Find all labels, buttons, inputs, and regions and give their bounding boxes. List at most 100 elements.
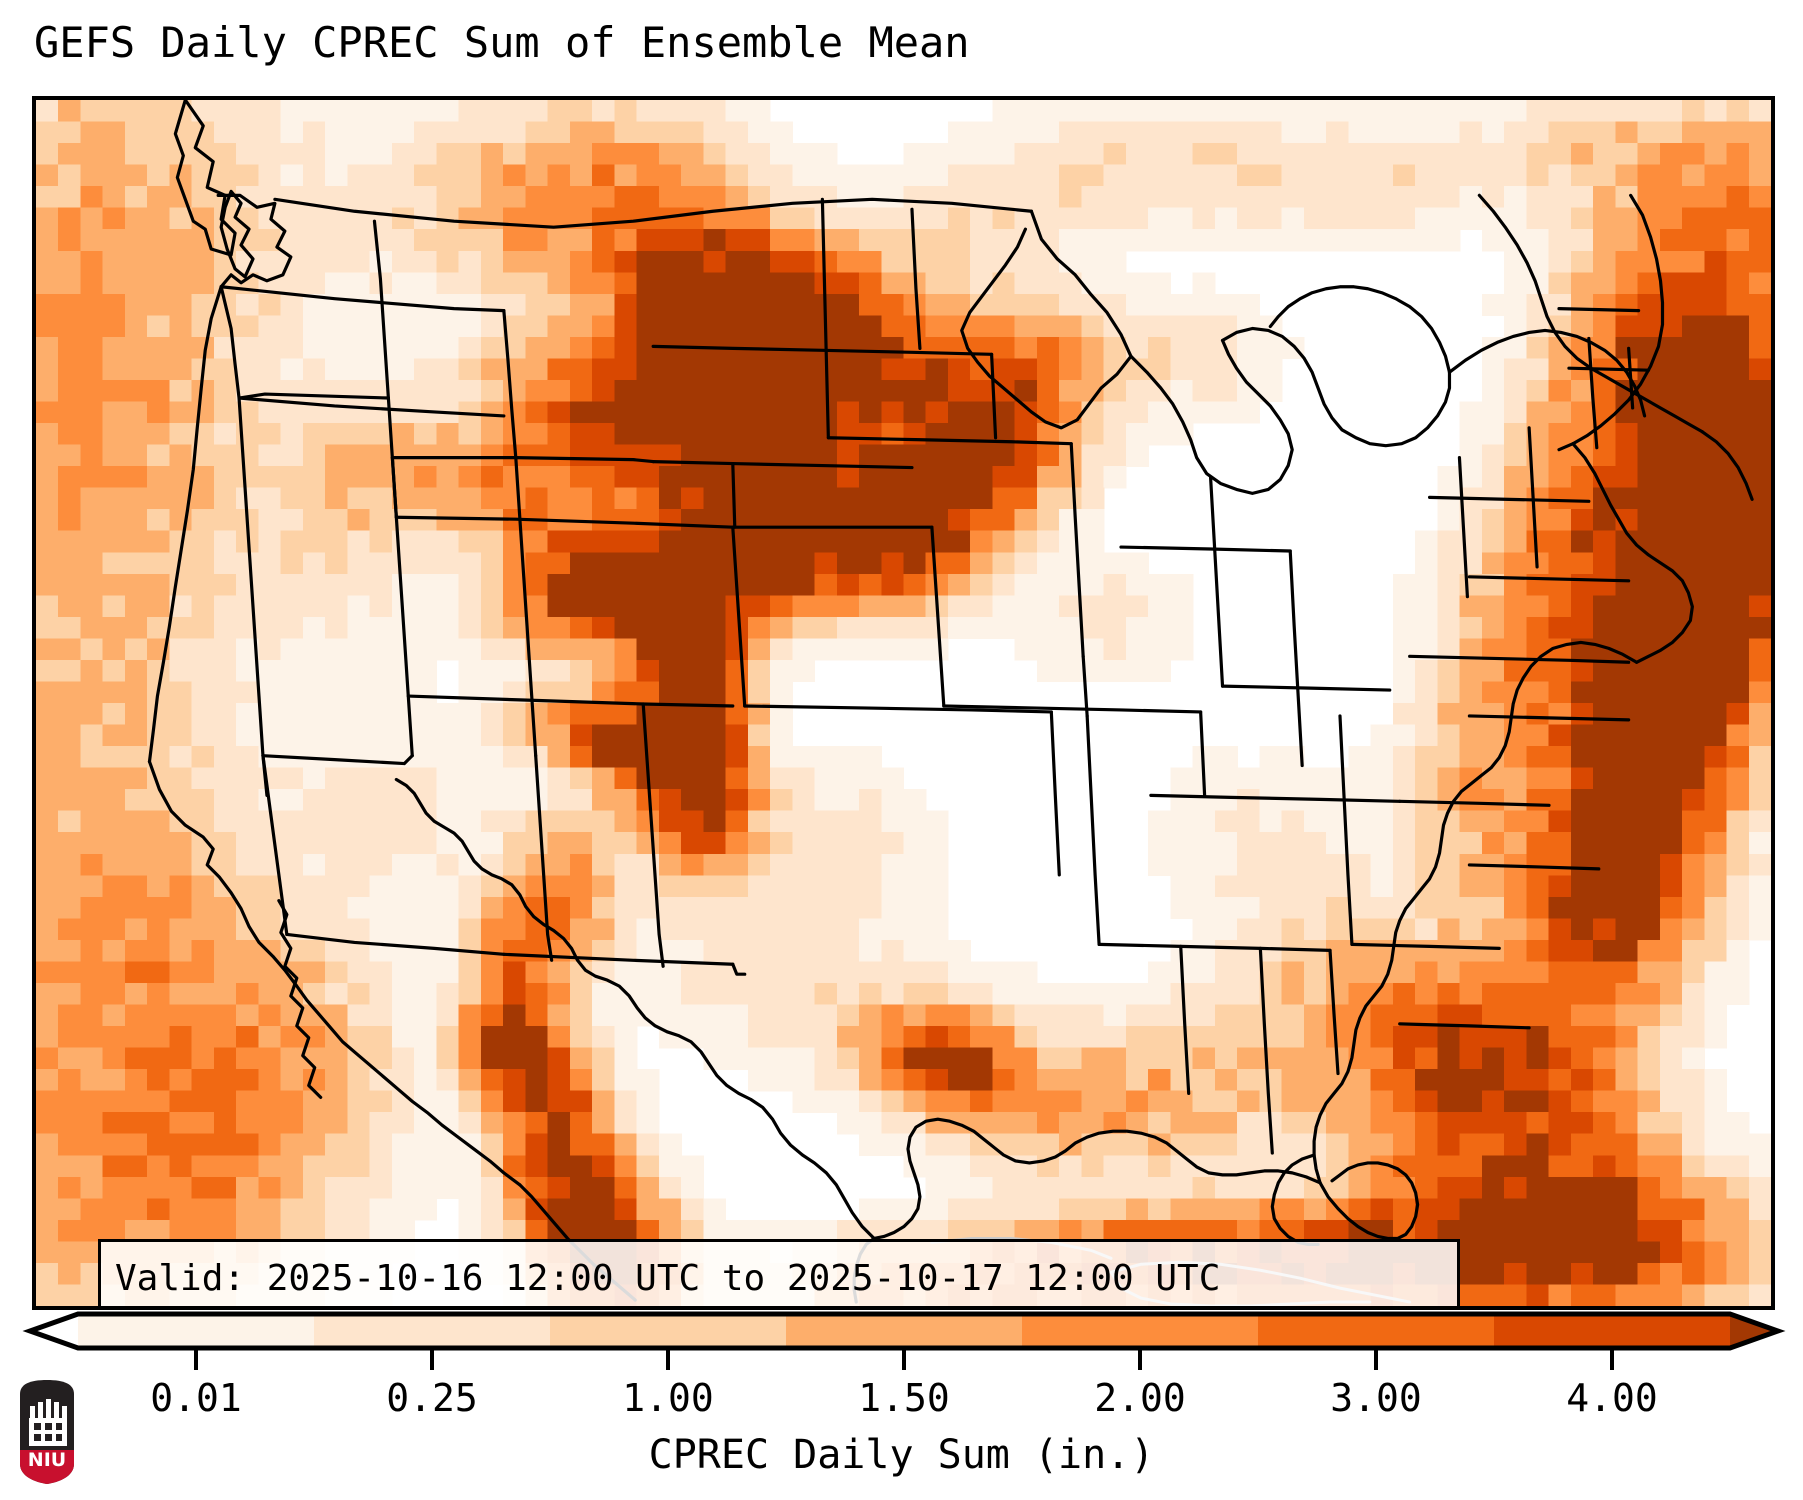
geo-outline: [502, 309, 518, 460]
geo-outline: [390, 456, 655, 464]
geo-outline: [1398, 799, 1551, 807]
geo-outline: [261, 754, 289, 937]
geo-outline: [1627, 346, 1635, 410]
geo-outline: [1097, 942, 1332, 952]
colorbar-under-arrow: [30, 1314, 78, 1348]
colorbar-tick-label: 1.50: [858, 1376, 950, 1420]
geo-outline: [942, 704, 1203, 714]
geo-outline: [1477, 193, 1704, 434]
geo-outline: [147, 760, 522, 1187]
geo-outline: [1149, 793, 1402, 803]
page-title: GEFS Daily CPREC Sum of Ensemble Mean: [34, 18, 970, 67]
geo-outline: [1567, 366, 1651, 372]
colorbar-tick-label: 0.25: [386, 1376, 478, 1420]
geo-outline: [219, 285, 506, 313]
geo-outline: [514, 456, 538, 758]
niu-logo: NIU: [20, 1380, 74, 1484]
geo-outline: [1350, 942, 1501, 950]
geo-outline: [872, 1117, 1322, 1241]
geo-outline: [1258, 946, 1274, 1155]
geo-outline: [641, 702, 665, 968]
colorbar-outline: [22, 1311, 1786, 1351]
geo-outline: [826, 436, 1073, 446]
geo-outline: [1398, 1022, 1531, 1030]
geo-outline: [820, 197, 830, 440]
geo-outline: [237, 392, 390, 400]
geo-outline: [1119, 545, 1292, 553]
geo-outline: [1199, 710, 1207, 797]
geo-outline: [1557, 307, 1641, 313]
colorbar-band: [314, 1314, 551, 1348]
geo-outline: [216, 193, 293, 289]
geo-outline: [219, 285, 241, 400]
geo-outline: [394, 515, 735, 529]
geo-outline: [910, 207, 922, 350]
colorbar-bands: [22, 1311, 1786, 1351]
geo-outline: [1179, 944, 1191, 1095]
geo-outline: [1220, 285, 1452, 448]
geo-outline: [1318, 1161, 1420, 1241]
geo-outline: [1338, 714, 1354, 946]
map-panel: Valid: 2025-10-16 12:00 UTC to 2025-10-1…: [32, 96, 1775, 1310]
precipitation-map: [36, 100, 1771, 1306]
geo-outline: [930, 525, 946, 708]
geo-outline: [1427, 495, 1591, 503]
colorbar-tick-label: 0.01: [150, 1376, 242, 1420]
geo-outline: [394, 777, 876, 1241]
geo-outline: [651, 344, 994, 356]
geo-outline: [390, 456, 414, 758]
geo-outline: [261, 754, 414, 766]
geo-outline: [960, 209, 1133, 430]
geo-outline: [406, 694, 735, 708]
geo-outline: [273, 197, 1034, 229]
colorbar-over-arrow: [1730, 1314, 1778, 1348]
geo-outline: [1587, 336, 1599, 450]
colorbar-band: [1494, 1314, 1731, 1348]
geo-outline: [1312, 640, 1639, 1185]
geo-outline: [237, 396, 269, 797]
geo-outline: [1467, 863, 1601, 871]
colorbar-ticks: [194, 1348, 1614, 1370]
colorbar-band: [78, 1314, 315, 1348]
geo-outline: [731, 525, 747, 708]
geo-outline: [1220, 684, 1392, 692]
colorbar-tick-label: 2.00: [1094, 1376, 1186, 1420]
geo-outline: [502, 952, 735, 966]
geo-outline: [1081, 654, 1089, 718]
colorbar-tick-labels: 0.010.251.001.502.003.004.005.00: [0, 1376, 1803, 1432]
geo-outline: [219, 189, 255, 279]
geo-outline: [1557, 193, 1665, 452]
geo-outline: [1700, 430, 1754, 501]
valid-time-text: Valid: 2025-10-16 12:00 UTC to 2025-10-1…: [115, 1258, 1221, 1299]
geo-outline: [743, 704, 1053, 714]
geo-outline: [651, 460, 914, 470]
colorbar-tick-label: 3.00: [1330, 1376, 1422, 1420]
geo-outline: [1571, 442, 1694, 664]
colorbar[interactable]: [0, 1300, 1803, 1420]
geo-outline: [1069, 442, 1085, 658]
geo-outline: [1049, 710, 1061, 877]
colorbar-tick-label: 4.00: [1566, 1376, 1658, 1420]
geo-outline: [534, 754, 554, 962]
geo-outline: [990, 352, 998, 440]
colorbar-tick-label: 1.00: [622, 1376, 714, 1420]
colorbar-band: [1258, 1314, 1495, 1348]
geo-outline: [1457, 456, 1469, 599]
geo-outline: [731, 461, 737, 529]
colorbar-axis-label: CPREC Daily Sum (in.): [648, 1432, 1155, 1478]
geo-outline: [1085, 714, 1101, 946]
colorbar-band: [786, 1314, 1023, 1348]
geo-outline: [1208, 475, 1225, 688]
geo-outline: [1527, 426, 1539, 569]
geo-outline: [1288, 549, 1304, 768]
geo-outline: [1129, 338, 1294, 495]
geo-outline: [147, 285, 223, 764]
geo-outline: [1467, 714, 1631, 722]
colorbar-band: [1022, 1314, 1259, 1348]
geo-outline: [237, 396, 506, 418]
geo-outline: [285, 932, 506, 956]
colorbar-band: [550, 1314, 787, 1348]
geo-outline: [1328, 948, 1340, 1076]
geo-outline: [1408, 654, 1631, 664]
geo-outline: [277, 899, 323, 1099]
